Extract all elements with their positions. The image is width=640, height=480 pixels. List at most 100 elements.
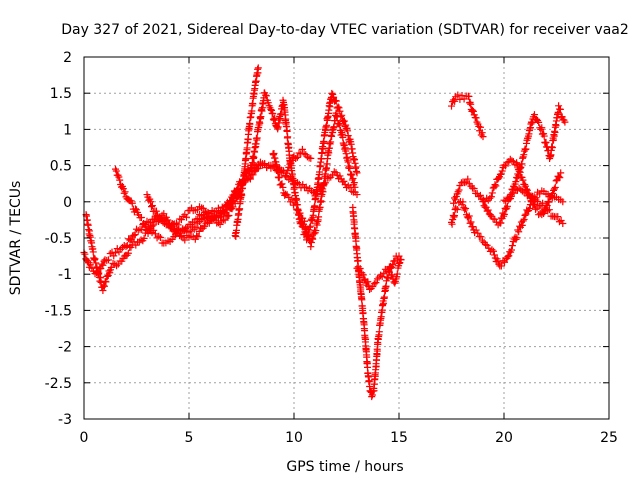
data-point <box>148 203 155 211</box>
data-point <box>142 221 150 229</box>
data-point <box>305 232 313 240</box>
data-point <box>559 220 567 228</box>
y-axis-label: SDTVAR / TECUs <box>8 181 24 296</box>
data-point <box>487 193 495 201</box>
data-point <box>519 154 527 162</box>
data-point <box>501 258 509 266</box>
data-point <box>469 106 476 114</box>
y-tick-label: -2 <box>58 340 72 356</box>
data-point <box>395 252 403 260</box>
data-point <box>250 154 258 162</box>
data-point <box>490 247 497 255</box>
data-point <box>561 118 569 126</box>
data-point <box>341 180 349 188</box>
data-point <box>476 191 484 199</box>
data-point <box>137 214 145 222</box>
data-point <box>312 227 320 235</box>
y-tick-label: -1.5 <box>45 303 72 319</box>
data-point <box>114 171 122 179</box>
data-point <box>131 205 139 213</box>
data-point <box>515 228 523 236</box>
x-tick-label: 0 <box>80 430 89 446</box>
data-point <box>504 252 512 260</box>
data-point <box>372 279 380 287</box>
data-point <box>461 206 469 214</box>
data-point <box>550 185 558 193</box>
data-point <box>544 207 552 215</box>
data-point <box>478 129 486 137</box>
data-point <box>556 174 564 182</box>
data-point <box>344 132 352 140</box>
data-point <box>317 155 325 163</box>
data-point <box>532 205 539 213</box>
data-point <box>491 181 499 189</box>
data-point <box>482 241 490 249</box>
data-point <box>81 250 89 258</box>
data-point <box>140 234 148 242</box>
data-point <box>530 111 538 119</box>
data-point <box>162 217 170 225</box>
data-point <box>545 206 553 214</box>
data-point <box>283 169 291 177</box>
data-point <box>388 271 396 279</box>
y-axis-ticks: -3 -2.5 -2 -1.5 -1 -0.5 0 0.5 1 1.5 2 <box>45 50 609 428</box>
data-point <box>209 215 217 223</box>
data-point <box>464 175 472 183</box>
data-point <box>335 104 343 112</box>
data-point <box>253 134 261 142</box>
data-point <box>291 199 299 207</box>
data-point <box>182 224 190 232</box>
data-point <box>512 178 520 186</box>
data-point <box>472 114 480 122</box>
data-point <box>328 89 336 97</box>
data-point <box>311 202 319 210</box>
data-point <box>247 165 255 173</box>
data-point <box>505 252 513 260</box>
data-point <box>112 249 119 257</box>
data-point <box>485 244 493 252</box>
data-point <box>285 193 293 201</box>
data-point <box>478 237 486 245</box>
data-point <box>332 97 340 105</box>
data-point <box>354 257 362 265</box>
data-point <box>483 241 491 249</box>
data-point <box>554 213 562 221</box>
data-point <box>116 176 124 184</box>
data-point <box>95 270 103 278</box>
y-tick-label: -2.5 <box>45 376 72 392</box>
data-point <box>128 199 136 207</box>
data-point <box>372 362 380 370</box>
data-point <box>360 275 368 283</box>
data-point <box>148 222 156 230</box>
data-point <box>452 204 460 212</box>
data-point <box>288 195 296 203</box>
data-point <box>150 226 158 234</box>
data-point <box>340 117 348 125</box>
data-point <box>332 109 340 117</box>
data-point <box>338 111 346 119</box>
data-point <box>557 217 565 225</box>
data-point <box>453 205 461 213</box>
data-point <box>549 189 557 197</box>
data-point <box>486 211 494 219</box>
data-point <box>307 239 315 247</box>
x-axis-label: GPS time / hours <box>286 459 403 475</box>
data-point <box>107 263 115 271</box>
data-point <box>267 106 275 114</box>
data-point <box>462 204 470 212</box>
data-point <box>555 102 563 110</box>
data-point <box>551 183 559 191</box>
data-point <box>517 163 525 171</box>
y-tick-label: -1 <box>58 267 72 283</box>
data-point <box>356 264 364 272</box>
data-point <box>351 183 359 191</box>
data-point <box>122 243 130 251</box>
data-point <box>160 210 168 218</box>
data-point <box>340 177 348 185</box>
data-point <box>156 234 164 242</box>
data-point <box>278 180 286 188</box>
data-point <box>539 199 547 207</box>
data-point <box>459 198 467 206</box>
data-point <box>490 251 498 259</box>
data-point <box>218 217 226 225</box>
